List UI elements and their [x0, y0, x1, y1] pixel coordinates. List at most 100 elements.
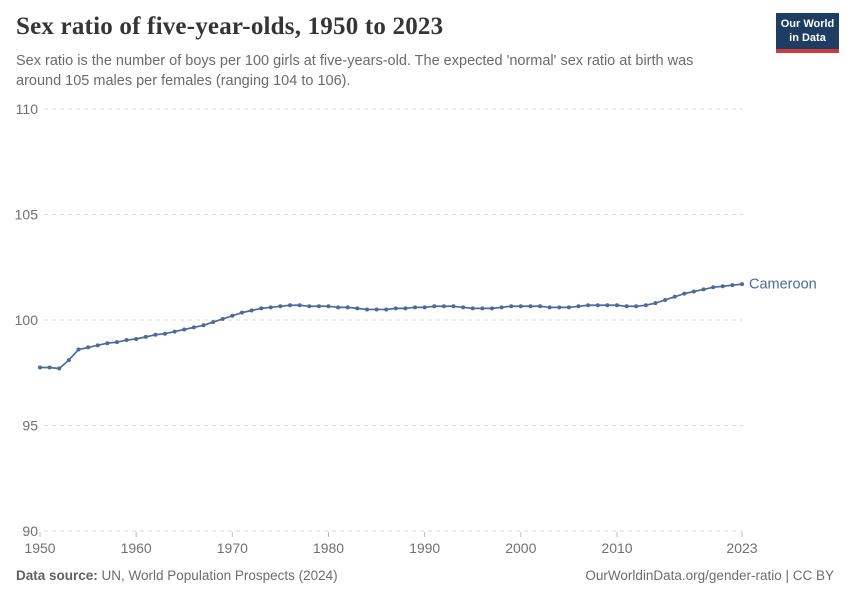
data-point[interactable]: [653, 301, 658, 306]
y-axis-tick-label: 110: [16, 101, 39, 117]
data-point[interactable]: [499, 305, 504, 310]
data-point[interactable]: [403, 306, 408, 311]
data-point[interactable]: [211, 320, 216, 325]
data-point[interactable]: [634, 304, 639, 309]
data-point[interactable]: [38, 365, 42, 370]
data-point[interactable]: [76, 347, 81, 352]
data-point[interactable]: [518, 304, 523, 309]
x-axis-tick-label: 1970: [217, 540, 248, 556]
data-point[interactable]: [461, 305, 466, 310]
data-point[interactable]: [547, 305, 552, 310]
data-point[interactable]: [191, 325, 196, 330]
data-point[interactable]: [538, 304, 543, 309]
data-point[interactable]: [105, 341, 110, 346]
data-point[interactable]: [663, 297, 668, 302]
data-point[interactable]: [66, 358, 71, 363]
x-axis-tick-label: 2023: [726, 540, 757, 556]
data-point[interactable]: [614, 303, 619, 308]
data-point[interactable]: [114, 340, 119, 345]
data-point[interactable]: [672, 294, 677, 299]
owid-logo[interactable]: Our World in Data: [776, 13, 839, 53]
data-point[interactable]: [413, 305, 418, 310]
data-point[interactable]: [393, 306, 398, 311]
data-point[interactable]: [326, 304, 331, 309]
data-point[interactable]: [730, 283, 735, 288]
data-point[interactable]: [528, 304, 533, 309]
data-point[interactable]: [182, 327, 187, 332]
data-point[interactable]: [691, 289, 696, 294]
data-source-label: Data source:: [16, 568, 98, 583]
data-point[interactable]: [624, 304, 629, 309]
x-axis-tick-label: 2000: [505, 540, 536, 556]
x-axis-tick-label: 1980: [313, 540, 344, 556]
owid-logo-redbar: [776, 49, 839, 53]
data-point[interactable]: [470, 306, 475, 311]
data-line-cameroon[interactable]: [39, 283, 743, 370]
data-point[interactable]: [172, 329, 177, 334]
data-point[interactable]: [489, 306, 494, 311]
y-axis-tick-label: 90: [22, 523, 38, 539]
x-axis-tick-label: 1950: [24, 540, 55, 556]
data-point[interactable]: [163, 331, 168, 336]
data-point[interactable]: [441, 304, 446, 309]
data-point[interactable]: [95, 343, 100, 348]
data-point[interactable]: [432, 304, 437, 309]
data-point[interactable]: [297, 303, 302, 308]
data-point[interactable]: [605, 303, 610, 308]
data-point[interactable]: [586, 303, 591, 308]
data-point[interactable]: [143, 334, 148, 339]
chart-title: Sex ratio of five-year-olds, 1950 to 202…: [16, 13, 444, 40]
y-axis-tick-label: 95: [22, 418, 38, 434]
owid-logo-text: Our World in Data: [776, 13, 839, 49]
data-point[interactable]: [230, 313, 235, 318]
data-point[interactable]: [134, 336, 139, 341]
data-point[interactable]: [643, 303, 648, 308]
data-source: Data source: UN, World Population Prospe…: [16, 568, 338, 583]
data-point[interactable]: [711, 285, 716, 290]
data-point[interactable]: [336, 305, 341, 310]
data-point[interactable]: [220, 316, 225, 321]
data-point[interactable]: [595, 303, 600, 308]
data-point[interactable]: [278, 304, 283, 309]
data-point[interactable]: [249, 308, 254, 313]
data-point[interactable]: [374, 307, 379, 312]
owid-logo-line1: Our World: [780, 18, 835, 30]
data-point[interactable]: [201, 323, 206, 328]
data-point[interactable]: [701, 287, 706, 292]
data-point[interactable]: [288, 303, 293, 308]
data-point[interactable]: [740, 282, 744, 287]
data-point[interactable]: [316, 304, 321, 309]
data-point[interactable]: [480, 306, 485, 311]
chart-footer: Data source: UN, World Population Prospe…: [16, 568, 834, 583]
y-axis-tick-label: 105: [15, 207, 39, 223]
data-point[interactable]: [57, 366, 62, 371]
data-point[interactable]: [47, 365, 52, 370]
data-point[interactable]: [557, 305, 562, 310]
data-point[interactable]: [509, 304, 514, 309]
data-point[interactable]: [86, 345, 91, 350]
data-point[interactable]: [124, 338, 129, 343]
attribution-link[interactable]: OurWorldinData.org/gender-ratio | CC BY: [585, 568, 834, 583]
data-point[interactable]: [576, 304, 581, 309]
data-point[interactable]: [345, 305, 350, 310]
data-point[interactable]: [355, 306, 360, 311]
data-point[interactable]: [720, 284, 725, 289]
data-point[interactable]: [268, 305, 273, 310]
data-point[interactable]: [259, 306, 264, 311]
data-point[interactable]: [682, 291, 687, 296]
data-point[interactable]: [422, 305, 427, 310]
data-point[interactable]: [451, 304, 456, 309]
data-point[interactable]: [364, 307, 369, 312]
x-axis-tick-label: 1960: [121, 540, 152, 556]
x-axis-tick-label: 1990: [409, 540, 440, 556]
data-point[interactable]: [307, 304, 312, 309]
chart-subtitle: Sex ratio is the number of boys per 100 …: [16, 53, 694, 89]
data-point[interactable]: [384, 307, 389, 312]
data-point[interactable]: [153, 332, 158, 337]
owid-logo-line2: in Data: [789, 31, 826, 44]
data-point[interactable]: [239, 310, 244, 315]
series-label-cameroon[interactable]: Cameroon: [749, 277, 817, 293]
data-point[interactable]: [566, 305, 571, 310]
